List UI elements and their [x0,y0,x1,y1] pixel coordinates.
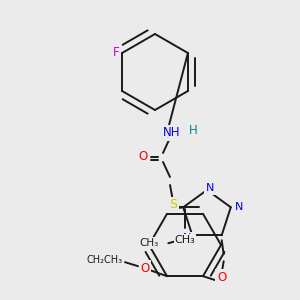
Text: N: N [235,202,243,212]
Text: N: N [183,233,191,243]
Text: CH₃: CH₃ [175,235,195,245]
Text: S: S [169,199,177,212]
Text: NH: NH [163,127,181,140]
Text: O: O [140,262,150,275]
Text: O: O [217,271,226,284]
Text: F: F [113,46,119,59]
Text: H: H [189,124,198,136]
Text: O: O [138,151,148,164]
Text: CH₂CH₃: CH₂CH₃ [87,255,123,265]
Text: CH₃: CH₃ [139,238,158,248]
Text: N: N [206,183,214,193]
